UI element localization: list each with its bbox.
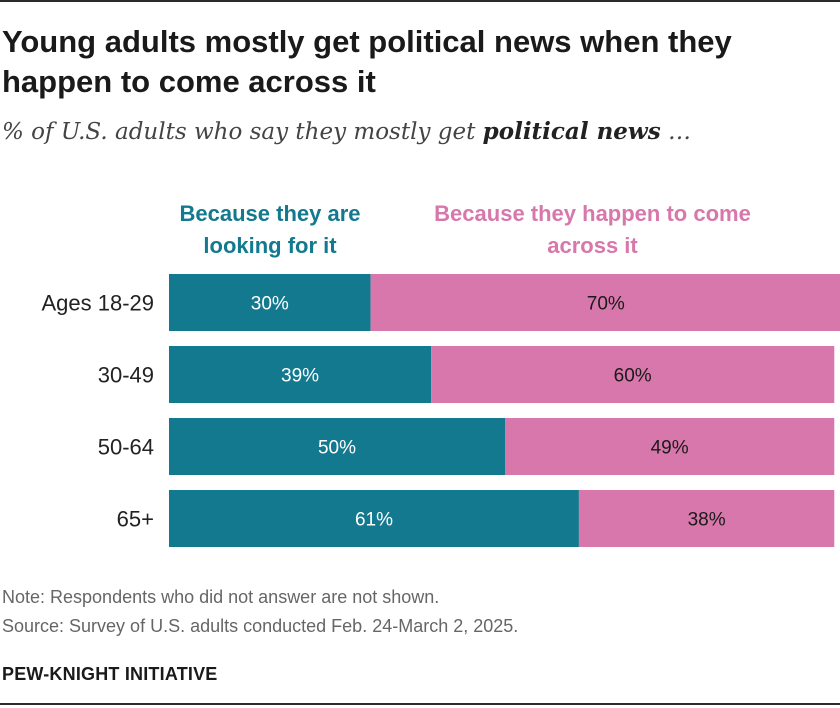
value-label-across-65: 38% [688, 510, 726, 531]
subtitle-suffix: … [660, 119, 691, 145]
value-label-across-30-49: 60% [614, 366, 652, 387]
chart-subtitle: % of U.S. adults who say they mostly get… [2, 118, 691, 145]
value-label-across-50-64: 49% [651, 438, 689, 459]
bar-across-50-64 [505, 418, 835, 475]
bar-looking-50-64 [169, 418, 505, 475]
bar-looking-30-49 [169, 346, 432, 403]
legend-looking-for-it: Because they are looking for it [179, 201, 361, 258]
bar-across-65 [578, 490, 835, 547]
top-rule [0, 0, 840, 2]
category-label-65: 65+ [117, 507, 154, 532]
stacked-bar-chart: Ages 18-29 30% 70% 30-49 39% 60% 50-64 50% 49% 65… [41, 274, 840, 547]
bar-across-30-49 [431, 346, 835, 403]
source-text: Source: Survey of U.S. adults conducted … [2, 616, 519, 636]
bar-looking-ages-18-29 [169, 274, 371, 331]
chart-title: Young adults mostly get political news w… [2, 24, 732, 99]
bar-looking-65 [169, 490, 579, 547]
value-label-looking-ages-18-29: 30% [251, 294, 289, 315]
legend-come-across-it: Because they happen to come across it [434, 201, 751, 258]
category-label-30-49: 30-49 [98, 363, 154, 388]
bottom-rule [0, 703, 840, 705]
subtitle-prefix: % of U.S. adults who say they mostly get [2, 119, 483, 145]
subtitle-emphasis: political news [482, 118, 661, 145]
brand-label: PEW-KNIGHT INITIATIVE [2, 664, 218, 684]
bar-across-ages-18-29 [370, 274, 840, 331]
note-text: Note: Respondents who did not answer are… [2, 587, 440, 607]
value-label-looking-65: 61% [355, 510, 393, 531]
category-label-50-64: 50-64 [98, 435, 154, 460]
value-label-across-ages-18-29: 70% [587, 294, 625, 315]
value-label-looking-50-64: 50% [318, 438, 356, 459]
value-label-looking-30-49: 39% [281, 366, 319, 387]
category-label-ages-18-29: Ages 18-29 [41, 291, 154, 316]
